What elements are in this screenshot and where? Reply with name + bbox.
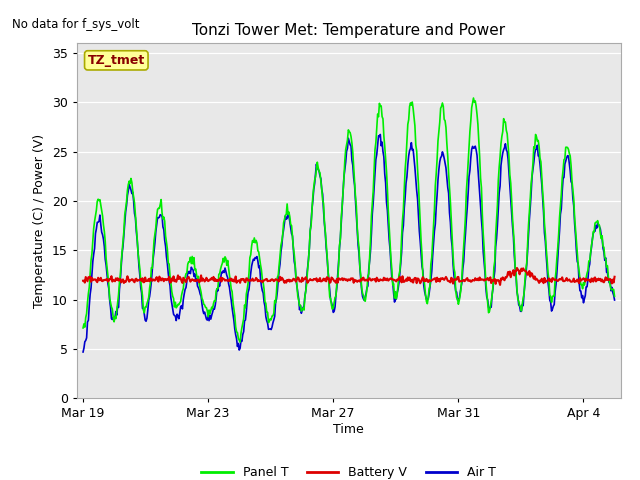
Text: TZ_tmet: TZ_tmet <box>88 54 145 67</box>
Title: Tonzi Tower Met: Temperature and Power: Tonzi Tower Met: Temperature and Power <box>192 23 506 38</box>
Text: No data for f_sys_volt: No data for f_sys_volt <box>12 18 139 31</box>
Legend: Panel T, Battery V, Air T: Panel T, Battery V, Air T <box>196 461 501 480</box>
X-axis label: Time: Time <box>333 423 364 436</box>
Y-axis label: Temperature (C) / Power (V): Temperature (C) / Power (V) <box>33 134 46 308</box>
